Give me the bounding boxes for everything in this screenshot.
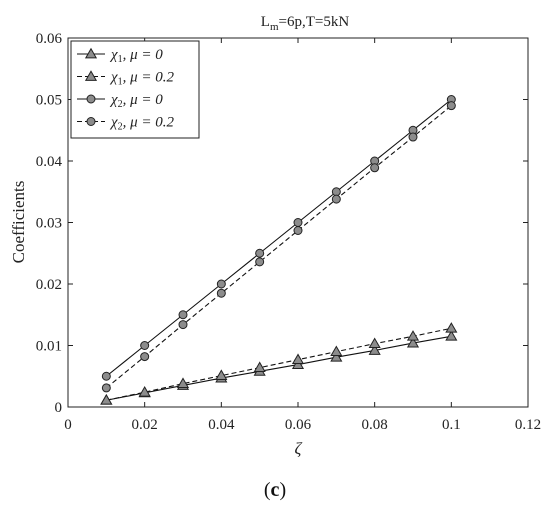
y-tick-label: 0: [55, 400, 63, 416]
data-point: [330, 350, 343, 362]
data-point: [408, 132, 418, 142]
data-point: [100, 394, 113, 405]
data-point: [445, 330, 458, 341]
data-point: [178, 320, 188, 330]
data-point: [370, 163, 380, 173]
legend-label-4: χ2, μ = 0.2: [109, 115, 175, 133]
data-point: [331, 194, 341, 204]
data-point: [216, 288, 226, 298]
series-line-4: [105, 105, 452, 389]
data-point: [330, 345, 343, 357]
y-tick-label: 0.01: [36, 339, 62, 355]
panel-label: (c): [264, 479, 286, 501]
x-tick-label: 0.08: [362, 417, 388, 433]
x-axis-label: ζ: [295, 439, 303, 458]
x-tick-label: 0: [64, 417, 72, 433]
data-point: [101, 371, 111, 381]
data-point: [215, 369, 228, 381]
y-tick-label: 0.05: [36, 93, 62, 109]
data-point: [293, 225, 303, 235]
data-point: [368, 337, 381, 349]
data-point: [255, 257, 265, 267]
data-point: [291, 353, 305, 365]
legend-marker-4: [86, 117, 96, 126]
data-point: [178, 310, 188, 320]
data-point: [368, 344, 381, 355]
x-tick-label: 0.04: [208, 417, 235, 433]
legend-label-1: χ1, μ = 0: [109, 47, 163, 65]
data-point: [406, 336, 420, 348]
data-point: [406, 330, 420, 341]
series-line-2: [106, 327, 452, 401]
series-line-3: [105, 99, 452, 377]
data-point: [140, 352, 150, 362]
series-line-1: [106, 335, 452, 401]
data-point: [216, 279, 226, 289]
data-point: [101, 383, 111, 393]
data-point: [331, 187, 341, 197]
data-point: [445, 322, 458, 333]
legend: χ1, μ = 0 χ1, μ = 0.2 χ2, μ = 0 χ2, μ = 0.2: [70, 40, 200, 139]
chart-title: Lm=6p,T=5kN: [261, 14, 350, 33]
x-tick-label: 0.12: [515, 417, 541, 433]
y-tick-label: 0.03: [36, 216, 62, 232]
data-point: [138, 386, 151, 397]
x-tick-label: 0.1: [442, 417, 461, 433]
data-point: [253, 361, 266, 373]
x-tick-label: 0.06: [285, 417, 312, 433]
x-tick-label: 0.02: [132, 417, 158, 433]
legend-marker-1: [84, 47, 98, 59]
data-point: [255, 248, 265, 258]
plot-area: 0 0.02 0.04 0.06 0.08 0.1 0.12 0 0.01 0.02 0.03 0.0…: [36, 31, 541, 433]
legend-marker-2: [84, 70, 98, 81]
data-point: [176, 377, 190, 389]
data-point: [293, 218, 303, 227]
data-point: [446, 101, 456, 111]
legend-label-2: χ1, μ = 0.2: [109, 70, 175, 88]
y-axis-label: Coefficients: [9, 181, 28, 264]
legend-label-3: χ2, μ = 0: [109, 92, 163, 110]
legend-marker-3: [86, 94, 96, 104]
data-point: [140, 341, 150, 350]
y-tick-label: 0.02: [36, 277, 62, 293]
y-tick-label: 0.06: [36, 31, 63, 47]
y-tick-label: 0.04: [36, 154, 63, 170]
